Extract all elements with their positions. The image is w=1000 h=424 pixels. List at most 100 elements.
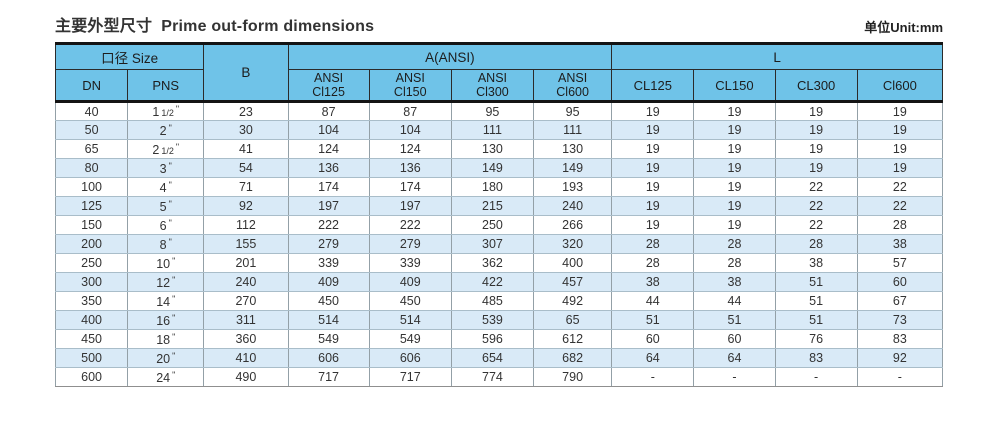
cell-l-cl150: 51: [693, 310, 776, 330]
cell-b: 490: [203, 367, 289, 387]
cell-l-cl600: 22: [856, 196, 944, 216]
header-col-b: B: [203, 42, 289, 103]
cell-b: 41: [203, 139, 289, 159]
cell-a-cl150: 549: [368, 329, 452, 349]
cell-dn: 150: [54, 215, 129, 235]
cell-a-cl150: 222: [368, 215, 452, 235]
cell-pns: 2 1/2 ": [127, 139, 205, 159]
cell-a-cl600: 682: [533, 348, 613, 368]
table-row: 125 5 " 92 197 197 215 240 19 19 22 22: [54, 196, 944, 216]
cell-b: 410: [203, 348, 289, 368]
cell-pns: 5 ": [127, 196, 205, 216]
table-row: 400 16 " 311 514 514 539 65 51 51 51 73: [54, 310, 944, 330]
cell-a-cl125: 124: [287, 139, 370, 159]
cell-l-cl600: 83: [856, 329, 944, 349]
cell-l-cl300: 19: [774, 158, 858, 178]
cell-pns: 10 ": [127, 253, 205, 273]
cell-a-cl300: 111: [450, 120, 535, 140]
cell-a-cl150: 339: [368, 253, 452, 273]
cell-l-cl600: 22: [856, 177, 944, 197]
cell-a-cl150: 87: [368, 101, 452, 121]
cell-a-cl300: 149: [450, 158, 535, 178]
cell-l-cl300: 22: [774, 177, 858, 197]
cell-l-cl300: 28: [774, 234, 858, 254]
table-row: 65 2 1/2 " 41 124 124 130 130 19 19 19 19: [54, 139, 944, 159]
table-row: 50 2 " 30 104 104 111 111 19 19 19 19: [54, 120, 944, 140]
cell-dn: 250: [54, 253, 129, 273]
cell-a-cl300: 485: [450, 291, 535, 311]
cell-dn: 80: [54, 158, 129, 178]
cell-a-cl300: 422: [450, 272, 535, 292]
cell-l-cl125: 19: [611, 196, 695, 216]
cell-a-cl300: 180: [450, 177, 535, 197]
header-col-pns: PNS: [127, 69, 205, 103]
cell-l-cl300: 22: [774, 215, 858, 235]
cell-b: 311: [203, 310, 289, 330]
header-l-group: L: [611, 42, 943, 70]
cell-a-cl600: 130: [533, 139, 613, 159]
cell-l-cl600: 19: [856, 139, 944, 159]
table-row: 100 4 " 71 174 174 180 193 19 19 22 22: [54, 177, 944, 197]
cell-l-cl150: 60: [693, 329, 776, 349]
unit-label: 单位Unit:mm: [864, 20, 943, 35]
cell-l-cl125: 60: [611, 329, 695, 349]
cell-a-cl125: 514: [287, 310, 370, 330]
header-col-ansi-cl150: ANSI Cl150: [368, 69, 452, 103]
cell-a-cl125: 549: [287, 329, 370, 349]
cell-a-cl150: 514: [368, 310, 452, 330]
cell-l-cl600: 67: [856, 291, 944, 311]
cell-l-cl125: 19: [611, 177, 695, 197]
header-col-l-cl300: CL300: [774, 69, 858, 103]
table-row: 300 12 " 240 409 409 422 457 38 38 51 60: [54, 272, 944, 292]
header-ansi-line2: Cl150: [393, 85, 427, 99]
cell-a-cl150: 717: [368, 367, 452, 387]
cell-a-cl125: 136: [287, 158, 370, 178]
cell-l-cl600: 19: [856, 158, 944, 178]
cell-a-cl150: 279: [368, 234, 452, 254]
cell-pns: 18 ": [127, 329, 205, 349]
header-bar: 主要外型尺寸 Prime out-form dimensions 单位Unit:m…: [55, 8, 943, 36]
cell-l-cl150: 19: [693, 120, 776, 140]
cell-pns: 14 ": [127, 291, 205, 311]
cell-l-cl125: 28: [611, 253, 695, 273]
cell-l-cl125: 28: [611, 234, 695, 254]
cell-l-cl300: 51: [774, 272, 858, 292]
cell-a-cl600: 65: [533, 310, 613, 330]
cell-b: 30: [203, 120, 289, 140]
cell-dn: 600: [54, 367, 129, 387]
table-row: 600 24 " 490 717 717 774 790- - - -: [54, 367, 944, 387]
cell-a-cl600: 95: [533, 101, 613, 121]
page-title-zh: 主要外型尺寸: [55, 18, 153, 35]
header-ansi-line1: ANSI: [395, 71, 425, 85]
cell-pns: 16 ": [127, 310, 205, 330]
cell-pns: 4 ": [127, 177, 205, 197]
cell-l-cl150: 28: [693, 234, 776, 254]
cell-l-cl125: 64: [611, 348, 695, 368]
cell-l-cl125: 19: [611, 215, 695, 235]
cell-pns: 20 ": [127, 348, 205, 368]
header-ansi-line2: Cl125: [312, 85, 345, 99]
cell-a-cl300: 596: [450, 329, 535, 349]
cell-a-cl300: 215: [450, 196, 535, 216]
cell-l-cl125: 44: [611, 291, 695, 311]
table-row: 500 20 " 410 606 606 654 682 64 64 83 92: [54, 348, 944, 368]
cell-l-cl150: 64: [693, 348, 776, 368]
cell-a-cl150: 409: [368, 272, 452, 292]
cell-pns: 8 ": [127, 234, 205, 254]
cell-pns: 1 1/2 ": [127, 101, 205, 121]
cell-l-cl150: 38: [693, 272, 776, 292]
cell-a-cl150: 174: [368, 177, 452, 197]
cell-a-cl300: 539: [450, 310, 535, 330]
cell-a-cl125: 409: [287, 272, 370, 292]
header-col-l-cl125: CL125: [611, 69, 695, 103]
cell-l-cl150: 19: [693, 196, 776, 216]
header-col-ansi-cl125: ANSI Cl125: [287, 69, 370, 103]
header-ansi-line1: ANSI: [313, 71, 344, 85]
header-col-l-cl150: CL150: [693, 69, 776, 103]
header-col-ansi-cl600: ANSI Cl600: [533, 69, 613, 103]
cell-dn: 100: [54, 177, 129, 197]
cell-l-cl300: 19: [774, 139, 858, 159]
cell-l-cl125: -: [611, 367, 695, 387]
cell-a-cl600: 193: [533, 177, 613, 197]
cell-a-cl125: 222: [287, 215, 370, 235]
